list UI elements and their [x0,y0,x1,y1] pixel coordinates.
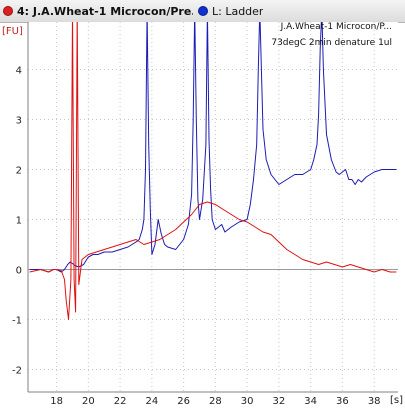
x-axis-unit: [s] [390,395,403,406]
x-tick-label: 26 [177,396,190,407]
series-line-1 [29,22,397,320]
x-tick-label: 32 [273,396,286,407]
grid [28,22,398,392]
sample-color-dot-icon [3,6,13,16]
tab-ladder[interactable]: L: Ladder [198,0,298,22]
y-tick-label: -1 [12,316,22,327]
x-tick-labels: 18 20 22 24 26 28 30 32 34 36 38 [50,396,380,407]
ladder-color-dot-icon [198,6,208,16]
x-tick-label: 28 [209,396,222,407]
tab-sample[interactable]: 4: J.A.Wheat-1 Microcon/Pre... [3,0,196,22]
tab-bar: 4: J.A.Wheat-1 Microcon/Pre... L: Ladder [0,0,405,23]
y-tick-label: 1 [16,216,22,227]
series-layer [29,22,397,320]
series-line-0 [29,22,397,273]
x-tick-label: 38 [368,396,381,407]
x-tick-label: 36 [336,396,349,407]
x-tick-label: 22 [114,396,127,407]
y-tick-label: 4 [16,66,22,77]
x-tick-label: 34 [304,396,317,407]
annotation-line-1: J.A.Wheat-1 Microcon/P... [280,22,392,32]
x-tick-label: 24 [145,396,158,407]
y-tick-label: 3 [16,116,22,127]
tab-sample-label: 4: J.A.Wheat-1 Microcon/Pre... [17,5,193,18]
y-axis-unit: [FU] [2,26,23,37]
y-tick-label: -2 [12,366,22,377]
tab-ladder-label: L: Ladder [212,4,264,18]
plot-background [28,22,398,392]
tab-sample-number: 4: [17,4,33,18]
tab-sample-name: J.A.Wheat-1 Microcon/Pre... [32,4,193,18]
x-tick-label: 20 [82,396,95,407]
annotation-line-2: 73degC 2min denature 1ul [271,38,392,48]
y-tick-labels: -2 -1 0 1 2 3 4 [12,66,22,377]
x-tick-label: 18 [50,396,63,407]
y-tick-label: 0 [16,266,22,277]
x-tick-label: 30 [241,396,254,407]
y-tick-label: 2 [16,166,22,177]
